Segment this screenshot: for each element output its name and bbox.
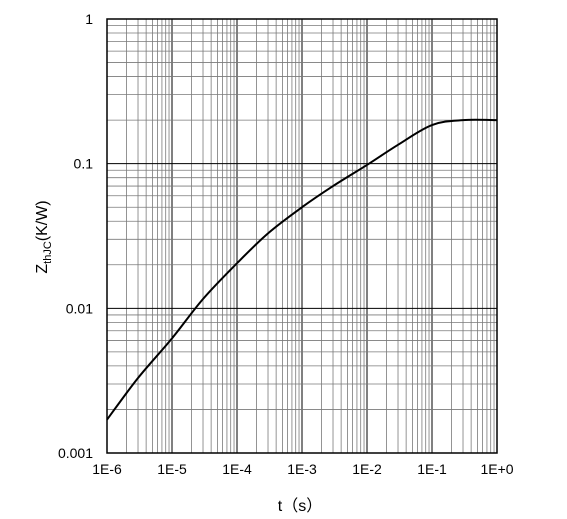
y-tick-label: 0.001	[58, 445, 93, 461]
grid	[106, 19, 497, 454]
y-axis-label: ZthJC(K/W)	[34, 200, 54, 273]
x-tick-label: 1E-1	[417, 461, 447, 477]
x-tick-label: 1E-6	[92, 461, 122, 477]
series-line	[106, 118, 498, 421]
y-tick-label: 1	[85, 11, 93, 27]
y-axis-label-subscript: thJC	[42, 241, 54, 264]
x-tick-label: 1E-3	[287, 461, 317, 477]
x-tick-label: 1E-4	[222, 461, 252, 477]
y-axis-label-main: Z	[34, 264, 51, 274]
x-axis-label: t（s）	[278, 497, 322, 514]
x-tick-label: 1E-2	[352, 461, 382, 477]
y-tick-labels: 0.001 0.01 0.1 1	[58, 11, 93, 461]
y-tick-label: 0.01	[66, 300, 93, 316]
y-tick-label: 0.1	[74, 156, 94, 172]
x-tick-label: 1E+0	[480, 461, 513, 477]
x-tick-label: 1E-5	[157, 461, 187, 477]
x-tick-labels: 1E-6 1E-5 1E-4 1E-3 1E-2 1E-1 1E+0	[92, 461, 514, 477]
y-axis-label-rest: (K/W)	[34, 200, 51, 241]
plot-frame	[106, 18, 498, 454]
